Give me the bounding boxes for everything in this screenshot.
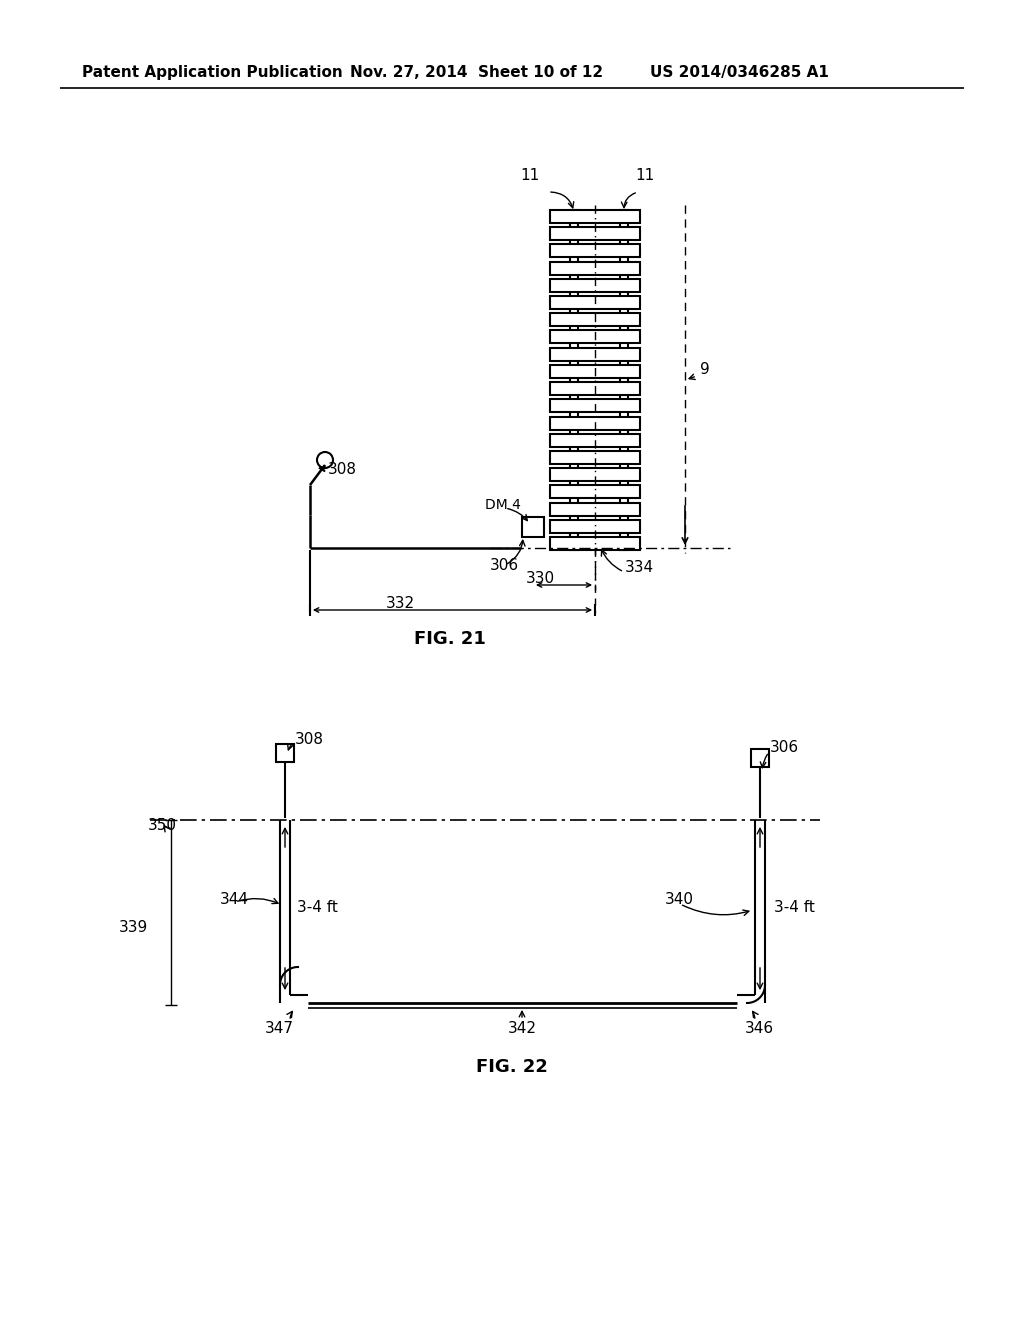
Bar bbox=[550, 381, 640, 395]
Text: 306: 306 bbox=[770, 739, 799, 755]
Bar bbox=[550, 330, 640, 343]
Text: 342: 342 bbox=[508, 1020, 537, 1036]
Text: 346: 346 bbox=[745, 1020, 774, 1036]
Bar bbox=[550, 261, 640, 275]
Text: 11: 11 bbox=[635, 168, 654, 183]
Bar bbox=[751, 748, 769, 767]
Text: Nov. 27, 2014  Sheet 10 of 12: Nov. 27, 2014 Sheet 10 of 12 bbox=[350, 65, 603, 81]
Bar bbox=[522, 517, 544, 537]
Bar bbox=[550, 244, 640, 257]
Bar bbox=[550, 486, 640, 499]
Bar bbox=[570, 210, 578, 550]
Bar bbox=[550, 520, 640, 533]
Text: 347: 347 bbox=[265, 1020, 294, 1036]
Text: 3-4 ft: 3-4 ft bbox=[774, 899, 815, 915]
Text: 350: 350 bbox=[148, 817, 177, 833]
Bar bbox=[276, 744, 294, 762]
Bar bbox=[550, 296, 640, 309]
Text: FIG. 22: FIG. 22 bbox=[476, 1059, 548, 1076]
Bar bbox=[550, 434, 640, 446]
Text: DM 4: DM 4 bbox=[485, 498, 521, 512]
Bar bbox=[550, 227, 640, 240]
Bar bbox=[550, 400, 640, 412]
Bar bbox=[550, 210, 640, 223]
Bar bbox=[550, 417, 640, 429]
Bar bbox=[620, 210, 628, 550]
Text: 332: 332 bbox=[385, 597, 415, 611]
Text: 330: 330 bbox=[525, 572, 555, 586]
Bar bbox=[550, 537, 640, 550]
Text: 308: 308 bbox=[328, 462, 357, 478]
Text: 306: 306 bbox=[490, 558, 519, 573]
Bar bbox=[550, 279, 640, 292]
Text: US 2014/0346285 A1: US 2014/0346285 A1 bbox=[650, 65, 828, 81]
Text: 3-4 ft: 3-4 ft bbox=[297, 899, 338, 915]
Bar bbox=[550, 469, 640, 482]
Text: 344: 344 bbox=[220, 892, 249, 908]
Text: 308: 308 bbox=[295, 733, 324, 747]
Bar bbox=[550, 364, 640, 378]
Bar bbox=[550, 451, 640, 463]
Text: 334: 334 bbox=[625, 561, 654, 576]
Bar bbox=[550, 347, 640, 360]
Text: 340: 340 bbox=[665, 892, 694, 908]
Text: 11: 11 bbox=[521, 168, 540, 183]
Bar bbox=[550, 503, 640, 516]
Text: 339: 339 bbox=[119, 920, 148, 935]
Text: FIG. 21: FIG. 21 bbox=[414, 630, 486, 648]
Text: 9: 9 bbox=[700, 363, 710, 378]
Text: Patent Application Publication: Patent Application Publication bbox=[82, 65, 343, 81]
Bar bbox=[550, 313, 640, 326]
